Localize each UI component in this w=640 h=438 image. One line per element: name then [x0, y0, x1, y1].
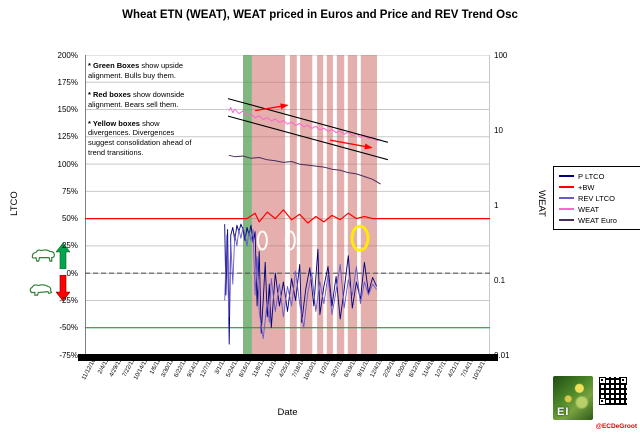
legend-item: +BW [559, 182, 639, 192]
up-arrow-icon [56, 243, 70, 269]
chart-title: Wheat ETN (WEAT), WEAT priced in Euros a… [122, 9, 518, 21]
red-band [326, 55, 333, 355]
y-left-tick-label: 150% [57, 105, 78, 115]
series-weat-euro [228, 154, 381, 185]
y-left-tick-label: 75% [61, 186, 78, 196]
qr-code-icon [597, 375, 629, 407]
y-left-tick-label: -25% [59, 295, 78, 305]
bull-icon [31, 249, 55, 262]
down-arrow-icon [56, 275, 70, 301]
white-ellipse-annotation [284, 230, 296, 251]
annotation-notes: * Green Boxes show upside alignment. Bul… [88, 61, 192, 167]
trend-arrow [329, 139, 373, 150]
legend-swatch-icon [559, 219, 574, 221]
qr-finder-icon [620, 377, 627, 384]
logo-area: EI @ECDeGroot [551, 372, 639, 432]
legend-swatch-icon [559, 175, 574, 177]
right-axis-title: WEAT [535, 190, 547, 217]
red-band [360, 55, 377, 355]
x-axis-title: Date [277, 407, 298, 418]
y-left-tick-label: 175% [57, 77, 78, 87]
y-right-tick-label: 100 [494, 50, 508, 60]
legend-label: WEAT Euro [578, 215, 617, 225]
red-band [347, 55, 358, 355]
logo-image: EI [553, 376, 593, 420]
legend-label: REV LTCO [578, 193, 615, 203]
note-yellow-boxes: * Yellow boxes show divergences. Diverge… [88, 119, 192, 159]
qr-finder-icon [599, 398, 606, 405]
trendline [227, 98, 389, 143]
legend: P LTCO +BW REV LTCO WEAT WEAT Euro [553, 166, 640, 230]
y-right-tick-label: 0.01 [494, 350, 510, 360]
y-left-tick-label: 200% [57, 50, 78, 60]
note-red-boxes-lead: * Red boxes [88, 89, 131, 99]
trendline [227, 115, 389, 161]
credit-text: @ECDeGroot [595, 423, 637, 430]
series-p-ltco [224, 223, 378, 345]
bear-icon [29, 284, 53, 296]
yellow-ellipse-annotation [350, 224, 370, 252]
legend-item: REV LTCO [559, 193, 639, 203]
white-ellipse-annotation [256, 230, 268, 251]
trend-arrow [254, 103, 289, 112]
x-axis-baseline [78, 354, 498, 361]
note-red-boxes-text: show downside alignment. Bears sell them… [88, 89, 185, 109]
y-left-tick-label: -75% [59, 350, 78, 360]
y-right-tick-label: 1 [494, 200, 499, 210]
red-band [317, 55, 324, 355]
series-rev-ltco [224, 226, 377, 340]
y-left-tick-label: 0% [66, 268, 78, 278]
legend-label: +BW [578, 182, 595, 192]
y-left-tick-label: 50% [61, 214, 78, 224]
note-yellow-boxes-lead: * Yellow boxes [88, 118, 140, 128]
legend-label: P LTCO [578, 171, 605, 181]
note-green-boxes: * Green Boxes show upside alignment. Bul… [88, 61, 192, 81]
red-band [300, 55, 313, 355]
y-right-tick-label: 10 [494, 125, 503, 135]
legend-item: P LTCO [559, 171, 639, 181]
plot-svg [85, 55, 490, 355]
y-left-tick-label: 25% [61, 241, 78, 251]
y-left-tick-label: -50% [59, 323, 78, 333]
y-left-tick-label: 125% [57, 132, 78, 142]
legend-swatch-icon [559, 186, 574, 188]
note-red-boxes: * Red boxes show downside alignment. Bea… [88, 90, 192, 110]
series--bw [85, 209, 490, 224]
legend-swatch-icon [559, 197, 574, 199]
logo-text: EI [557, 406, 570, 418]
series-weat [228, 106, 381, 142]
y-left-tick-label: 100% [57, 159, 78, 169]
qr-finder-icon [599, 377, 606, 384]
green-band [243, 55, 252, 355]
note-green-boxes-lead: * Green Boxes [88, 61, 140, 70]
left-axis-title: LTCO [8, 191, 20, 216]
legend-item: WEAT [559, 204, 639, 214]
y-right-tick-label: 0.1 [494, 275, 506, 285]
note-yellow-boxes-text: show divergences. Divergences suggest co… [88, 118, 192, 158]
legend-swatch-icon [559, 208, 574, 210]
legend-item: WEAT Euro [559, 215, 639, 225]
note-green-boxes-text: show upside alignment. Bulls buy them. [88, 61, 184, 80]
red-band [289, 55, 297, 355]
legend-label: WEAT [578, 204, 600, 214]
plot-area [85, 55, 490, 355]
red-band [336, 55, 345, 355]
